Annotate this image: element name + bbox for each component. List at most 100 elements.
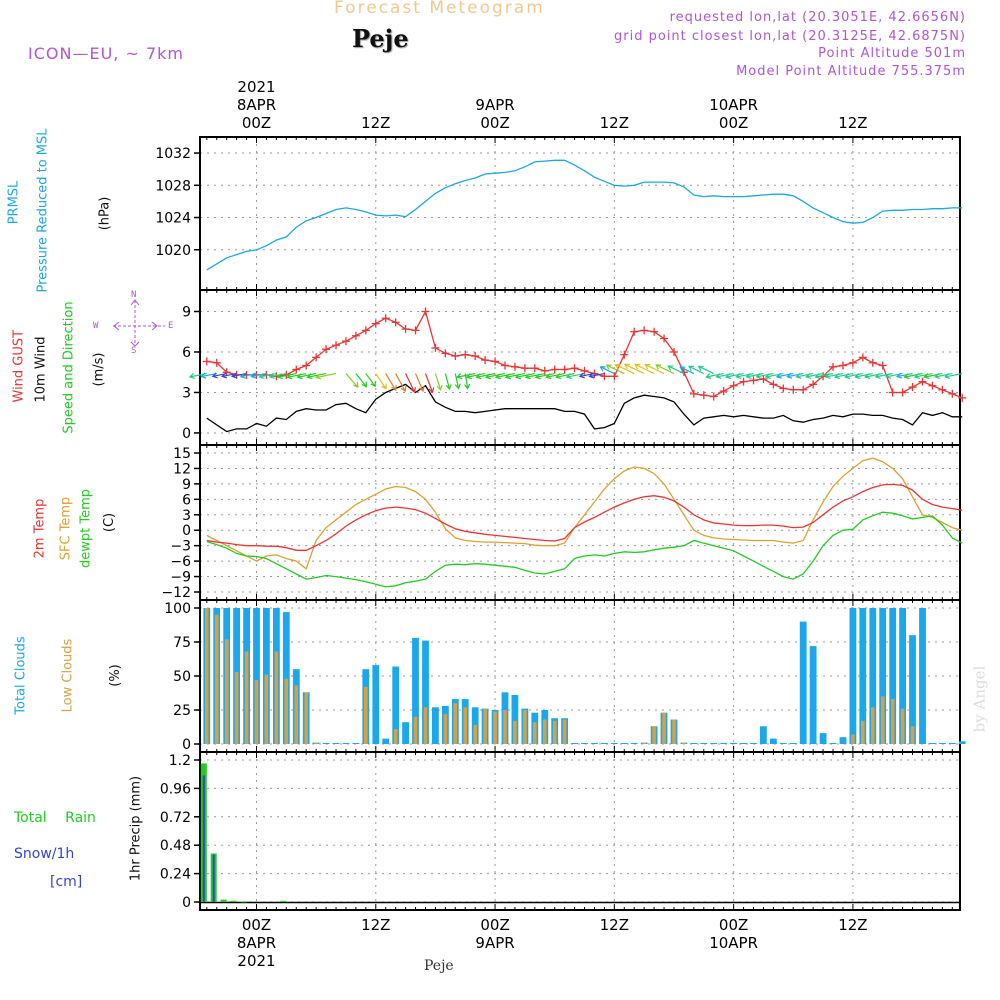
wind-direction-arrowhead	[565, 373, 572, 380]
wind-direction-arrowhead	[697, 365, 704, 371]
total-clouds-bar	[382, 738, 390, 744]
total-clouds-bar	[899, 608, 906, 744]
wind-direction-arrow	[680, 366, 695, 375]
wind-direction-arrowhead	[545, 373, 552, 380]
wind-direction-arrowhead	[655, 364, 662, 370]
snow-label: Snow/1h	[14, 846, 75, 862]
bottom-hour-label: 12Z	[838, 916, 867, 934]
wind-direction-arrow	[716, 372, 734, 378]
wind-direction-arrowhead	[834, 373, 841, 380]
t2m-line	[206, 483, 963, 551]
wind-direction-arrowhead	[410, 387, 416, 394]
low-clouds-bar	[533, 722, 537, 744]
low-clouds-bar	[314, 742, 318, 744]
wind-panel	[188, 307, 967, 433]
wind-direction-arrowhead	[200, 372, 207, 379]
wind-direction-arrowhead	[844, 373, 851, 380]
wind-direction-arrow	[845, 372, 863, 378]
wind-direction-arrow	[486, 372, 506, 378]
total-clouds-bar	[720, 743, 728, 744]
y-tick-label: −12	[161, 585, 191, 601]
low-clouds-bar	[393, 729, 398, 744]
wind-direction-arrowhead	[352, 382, 359, 389]
wind-direction-arrow	[297, 372, 317, 378]
requested-coords: requested lon,lat (20.3051E, 42.6656N)	[669, 10, 966, 25]
rain-bar	[220, 899, 227, 902]
bottom-hour-label: 00Z	[480, 916, 509, 934]
wind-direction-arrowhead	[456, 373, 463, 380]
wind-direction-arrowhead	[286, 373, 293, 380]
low-clouds-bar	[513, 720, 517, 744]
wind-direction-arrowhead	[605, 364, 612, 370]
total-clouds-bar	[929, 743, 936, 744]
wind-direction-arrowhead	[268, 372, 275, 379]
pressure-line	[206, 159, 963, 271]
dewpoint-line	[206, 511, 963, 588]
wind-direction-arrow	[457, 372, 476, 378]
wind-direction-arrowhead	[624, 363, 630, 370]
y-tick-label: 3	[182, 508, 191, 524]
total-clouds-bar	[799, 621, 807, 744]
compass-s: S	[131, 346, 137, 356]
wind-direction-arrow	[668, 365, 685, 375]
wind-direction-arrowhead	[296, 373, 303, 380]
wind-direction-arrow	[259, 372, 277, 378]
total-clouds-bar	[591, 743, 598, 744]
wind-direction-arrow	[914, 372, 933, 378]
total-clouds-bar	[392, 666, 400, 744]
y-tick-label: 0.24	[160, 867, 191, 883]
total-clouds-bar	[700, 743, 708, 744]
wind-direction-arrowhead	[555, 373, 562, 380]
bottom-hour-label: 00Z	[242, 916, 271, 934]
top-title: Forecast Meteogram	[334, 0, 545, 18]
total-clouds-bar	[958, 741, 966, 744]
wind-direction-arrow	[634, 363, 655, 375]
compass-n: N	[131, 290, 137, 300]
wind-direction-arrow	[756, 372, 774, 378]
y-tick-label: 50	[173, 669, 191, 685]
wind-direction-arrowhead	[903, 373, 910, 380]
place-title: Peje	[352, 24, 409, 53]
grid-point-coords: grid point closest lon,lat (20.3125E, 42…	[614, 29, 966, 44]
wind-direction-arrowhead	[913, 373, 920, 380]
wind-gust-label: Wind GUST	[11, 329, 27, 403]
low-clouds-bar	[543, 719, 547, 744]
temp-sfc-label: SFC Temp	[58, 496, 74, 561]
wind-direction-arrow	[806, 372, 824, 378]
wind-direction-arrowhead	[864, 373, 871, 380]
top-hour-label: 12Z	[838, 114, 867, 132]
y-tick-label: −9	[170, 570, 191, 586]
clouds-unit-label: (%)	[107, 664, 123, 687]
total-clouds-bar	[322, 743, 330, 744]
y-tick-label: 25	[173, 703, 191, 719]
top-day-label: 9APR	[475, 96, 514, 114]
pressure-panel	[206, 159, 963, 271]
wind-direction-arrowhead	[315, 373, 322, 380]
wind-direction-arrowhead	[239, 372, 246, 379]
total-clouds-bar	[581, 743, 588, 744]
wind-direction-arrow	[645, 364, 665, 375]
total-clouds-bar	[253, 608, 260, 744]
total-clouds-bar	[829, 743, 837, 744]
total-clouds-bar	[919, 608, 926, 744]
grid-lines	[200, 137, 960, 910]
wind-direction-arrowhead	[854, 373, 861, 380]
wind-direction-arrow	[525, 372, 545, 378]
total-clouds-bar	[422, 640, 429, 744]
point-altitude: Point Altitude 501m	[818, 46, 966, 61]
total-clouds-label: Total Clouds	[13, 636, 29, 715]
low-clouds-bar	[294, 685, 299, 744]
wind-direction-arrow	[875, 372, 893, 378]
compass-icon	[113, 299, 165, 347]
pressure-unit-label: (hPa)	[97, 196, 113, 231]
low-clouds-bar	[205, 608, 209, 744]
wind-direction-arrowhead	[445, 384, 452, 391]
wind-direction-arrowhead	[735, 372, 742, 379]
wind-direction-arrow	[444, 373, 451, 390]
wind-direction-arrowhead	[494, 373, 502, 380]
wind-direction-arrow	[505, 372, 525, 378]
wind-direction-arrowhead	[428, 387, 435, 394]
total-clouds-bar	[342, 743, 350, 744]
total-clouds-bar	[432, 707, 439, 744]
wind-direction-arrow	[589, 372, 605, 378]
